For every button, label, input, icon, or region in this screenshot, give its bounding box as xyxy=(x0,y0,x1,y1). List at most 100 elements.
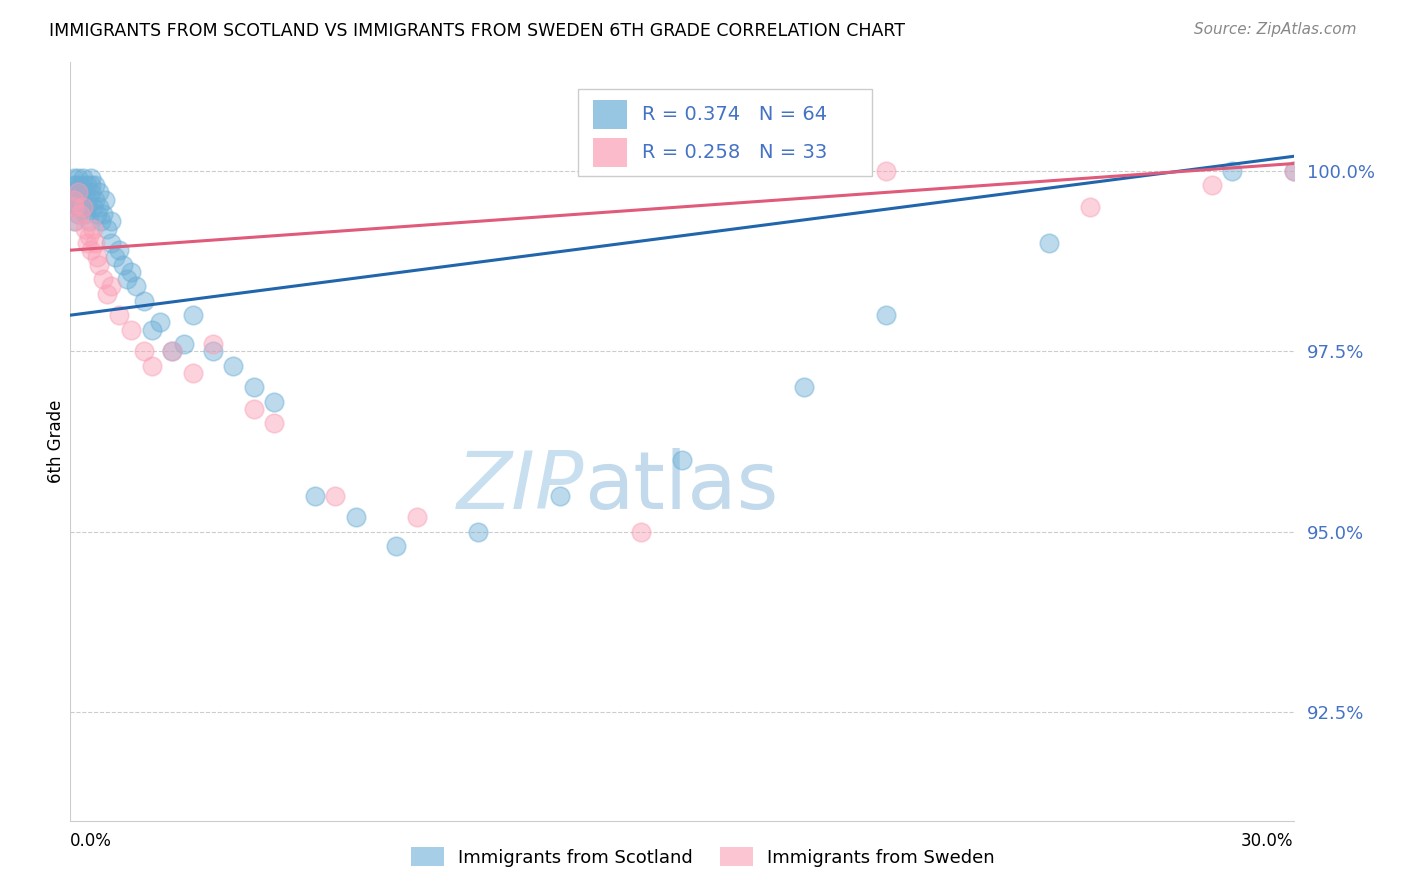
Point xyxy=(467,524,489,539)
Point xyxy=(91,272,114,286)
Point xyxy=(406,510,429,524)
Point xyxy=(793,380,815,394)
Point xyxy=(76,178,98,193)
Point xyxy=(202,344,225,359)
Point xyxy=(304,489,326,503)
Point xyxy=(63,193,86,207)
Point xyxy=(671,452,693,467)
Point xyxy=(86,251,108,265)
Bar xyxy=(592,101,627,129)
Point xyxy=(72,200,94,214)
Bar xyxy=(592,138,627,167)
Point xyxy=(63,193,86,207)
Text: 0.0%: 0.0% xyxy=(70,832,112,850)
Point xyxy=(83,235,105,250)
Point xyxy=(76,193,98,207)
Point xyxy=(121,265,143,279)
Point xyxy=(67,193,90,207)
Point xyxy=(344,510,367,524)
Point xyxy=(323,489,347,503)
Point xyxy=(132,293,155,308)
Point xyxy=(132,344,155,359)
Point xyxy=(73,207,96,221)
Point xyxy=(149,315,172,329)
Point xyxy=(141,323,163,337)
Point xyxy=(69,186,91,200)
Y-axis label: 6th Grade: 6th Grade xyxy=(46,400,65,483)
Point xyxy=(65,186,87,200)
Point xyxy=(162,344,183,359)
Point xyxy=(202,337,225,351)
Point xyxy=(72,171,94,186)
Point xyxy=(263,394,285,409)
Point xyxy=(62,200,84,214)
Point xyxy=(104,251,127,265)
Point xyxy=(70,200,93,214)
Point xyxy=(385,539,408,553)
Point xyxy=(60,200,83,214)
Point xyxy=(100,214,122,228)
Point xyxy=(96,221,118,235)
Point xyxy=(67,186,90,200)
Point xyxy=(181,366,204,380)
Point xyxy=(79,171,103,186)
Point xyxy=(173,337,195,351)
Point xyxy=(875,308,897,322)
Point xyxy=(76,200,98,214)
Point xyxy=(96,286,118,301)
Point xyxy=(79,243,103,257)
Point xyxy=(1282,163,1305,178)
Point xyxy=(79,186,103,200)
Point xyxy=(117,272,139,286)
Point xyxy=(162,344,183,359)
Point xyxy=(73,186,96,200)
Point xyxy=(124,279,146,293)
Point xyxy=(82,221,104,235)
Point xyxy=(76,235,98,250)
Point xyxy=(83,193,105,207)
Point xyxy=(87,186,110,200)
Point xyxy=(1201,178,1223,193)
Point xyxy=(69,178,91,193)
Point xyxy=(69,207,91,221)
Point xyxy=(181,308,204,322)
Point xyxy=(82,200,104,214)
Point xyxy=(112,258,135,272)
Point xyxy=(67,171,90,186)
Point xyxy=(66,207,89,221)
Point xyxy=(91,207,114,221)
Point xyxy=(77,228,100,243)
Text: IMMIGRANTS FROM SCOTLAND VS IMMIGRANTS FROM SWEDEN 6TH GRADE CORRELATION CHART: IMMIGRANTS FROM SCOTLAND VS IMMIGRANTS F… xyxy=(49,22,905,40)
Text: R = 0.374   N = 64: R = 0.374 N = 64 xyxy=(641,105,827,124)
Point xyxy=(79,178,103,193)
Point xyxy=(875,163,897,178)
Point xyxy=(94,193,117,207)
Point xyxy=(108,308,131,322)
Point xyxy=(65,214,87,228)
Point xyxy=(83,178,105,193)
Point xyxy=(108,243,131,257)
Point xyxy=(73,221,96,235)
Point xyxy=(87,258,110,272)
Point xyxy=(100,235,122,250)
Point xyxy=(121,323,143,337)
Point xyxy=(1038,235,1060,250)
Text: Source: ZipAtlas.com: Source: ZipAtlas.com xyxy=(1194,22,1357,37)
Point xyxy=(243,402,266,417)
Text: 30.0%: 30.0% xyxy=(1241,832,1294,850)
Point xyxy=(630,524,652,539)
Point xyxy=(77,214,100,228)
Point xyxy=(548,489,571,503)
Text: ZIP: ZIP xyxy=(457,448,583,526)
Legend: Immigrants from Scotland, Immigrants from Sweden: Immigrants from Scotland, Immigrants fro… xyxy=(404,840,1002,874)
Text: R = 0.258   N = 33: R = 0.258 N = 33 xyxy=(641,143,827,162)
Point xyxy=(100,279,122,293)
Text: atlas: atlas xyxy=(583,448,779,526)
Point xyxy=(1282,163,1305,178)
Point xyxy=(72,193,94,207)
Point xyxy=(65,178,87,193)
Point xyxy=(1220,163,1243,178)
Point xyxy=(67,200,90,214)
Point xyxy=(86,207,108,221)
Point xyxy=(141,359,163,373)
